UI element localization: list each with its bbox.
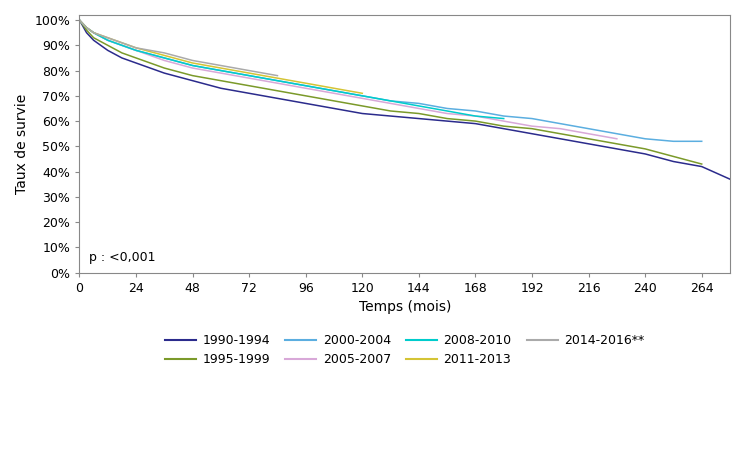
Y-axis label: Taux de survie: Taux de survie [15,94,29,194]
Text: p : <0,001: p : <0,001 [89,251,156,264]
X-axis label: Temps (mois): Temps (mois) [358,300,451,314]
Legend: 1990-1994, 1995-1999, 2000-2004, 2005-2007, 2008-2010, 2011-2013, 2014-2016**: 1990-1994, 1995-1999, 2000-2004, 2005-20… [162,330,648,370]
